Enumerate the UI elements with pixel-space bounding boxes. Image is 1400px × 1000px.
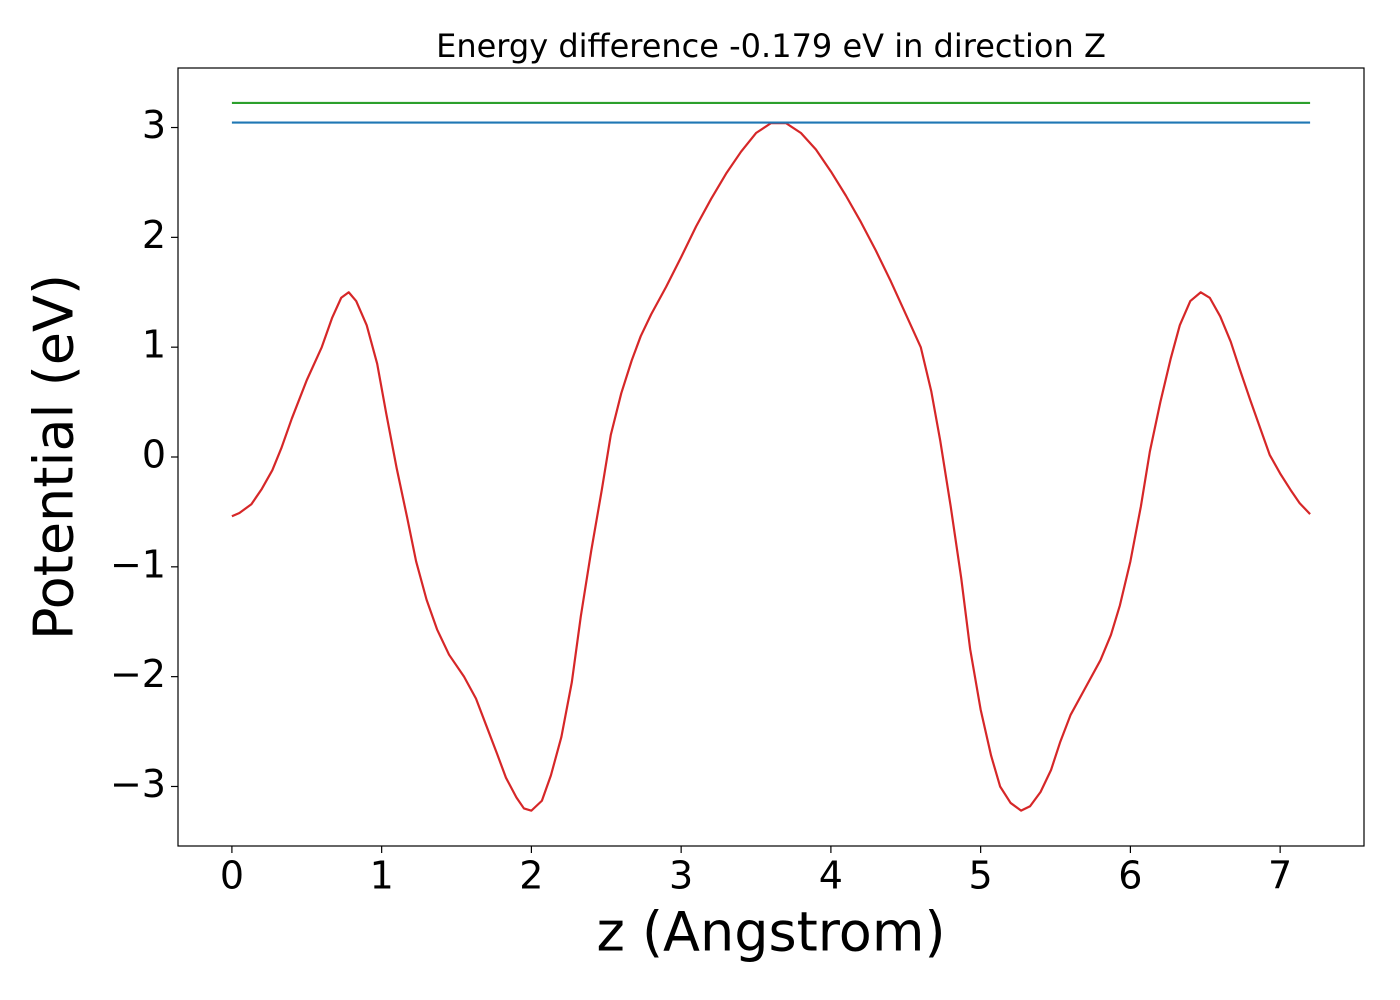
y-tick-label: 2: [142, 213, 166, 257]
y-tick-label: −3: [110, 762, 166, 806]
x-tick-label: 3: [669, 854, 693, 898]
y-tick-label: −2: [110, 652, 166, 696]
x-tick-label: 5: [969, 854, 993, 898]
y-tick-label: −1: [110, 542, 166, 586]
y-tick-label: 0: [142, 433, 166, 477]
x-tick-label: 2: [519, 854, 543, 898]
data-line: [231, 122, 1311, 812]
x-axis-label: z (Angstrom): [596, 901, 945, 964]
x-tick-label: 4: [819, 854, 843, 898]
y-tick-label: 1: [142, 323, 166, 367]
x-tick-label: 0: [220, 854, 244, 898]
chart-title: Energy difference -0.179 eV in direction…: [436, 27, 1106, 65]
y-tick-label: 3: [142, 103, 166, 147]
plot-frame: [177, 67, 1365, 847]
x-tick-label: 1: [370, 854, 394, 898]
y-axis-label: Potential (eV): [23, 274, 86, 640]
x-tick-label: 7: [1268, 854, 1292, 898]
x-tick-label: 6: [1118, 854, 1142, 898]
